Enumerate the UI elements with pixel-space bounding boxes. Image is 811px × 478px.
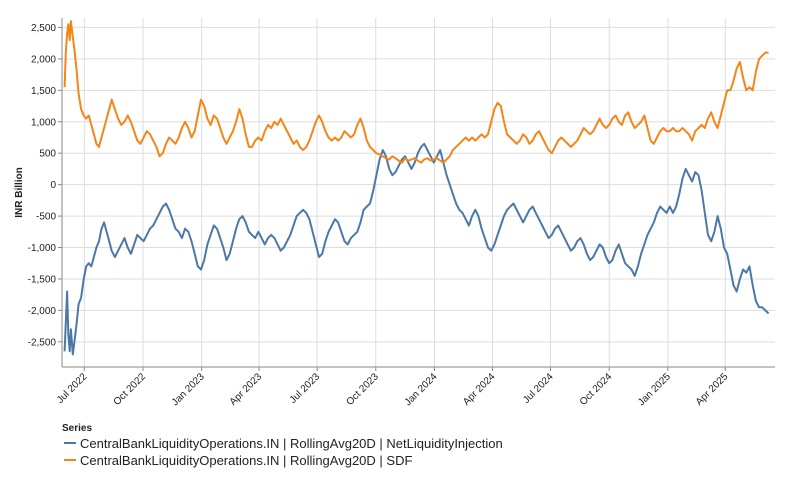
y-tick-label: -2,000 [28, 306, 57, 317]
x-tick-label: Oct 2024 [578, 371, 615, 408]
legend-label: CentralBankLiquidityOperations.IN | Roll… [80, 453, 412, 468]
y-tick-label: -1,000 [28, 243, 57, 254]
y-tick-label: 2,000 [31, 54, 56, 65]
x-tick-label: Apr 2023 [228, 371, 265, 408]
y-axis-title: INR Billion [14, 167, 25, 218]
y-tick-label: 500 [39, 149, 56, 160]
y-tick-label: 0 [50, 180, 56, 191]
x-tick-label: Oct 2023 [344, 371, 381, 408]
legend-item-2[interactable]: CentralBankLiquidityOperations.IN | Roll… [64, 453, 412, 468]
y-tick-label: 2,500 [31, 23, 56, 34]
legend: Series CentralBankLiquidityOperations.IN… [62, 423, 503, 468]
y-tick-label: -2,500 [28, 337, 57, 348]
y-tick-label: -500 [36, 212, 56, 223]
x-tick-label: Oct 2022 [112, 371, 149, 408]
x-tick-label: Jan 2023 [170, 371, 207, 408]
x-tick-label: Jul 2022 [55, 371, 90, 406]
x-tick-label: Jan 2025 [636, 371, 673, 408]
y-tick-label: 1,000 [31, 117, 56, 128]
grid-layer [62, 18, 775, 367]
x-tick-label: Jan 2024 [403, 371, 440, 408]
series-layer [63, 20, 770, 356]
axis-layer: -2,500 -2,000 -1,500 -1,000 -500 0 500 1,000 1,5… [28, 18, 775, 408]
legend-items: CentralBankLiquidityOperations.IN | Roll… [64, 436, 503, 468]
x-tick-label: Jul 2023 [288, 371, 323, 406]
x-tick-label: Jul 2024 [521, 371, 556, 406]
legend-item-1[interactable]: CentralBankLiquidityOperations.IN | Roll… [64, 436, 503, 451]
series-line-2 [63, 20, 769, 164]
y-tick-label: -1,500 [28, 274, 57, 285]
legend-title: Series [62, 423, 92, 434]
x-tick-label: Apr 2024 [461, 371, 498, 408]
y-tick-label: 1,500 [31, 86, 56, 97]
legend-label: CentralBankLiquidityOperations.IN | Roll… [80, 436, 503, 451]
series-line-1 [63, 142, 770, 356]
x-tick-label: Apr 2025 [694, 371, 731, 408]
